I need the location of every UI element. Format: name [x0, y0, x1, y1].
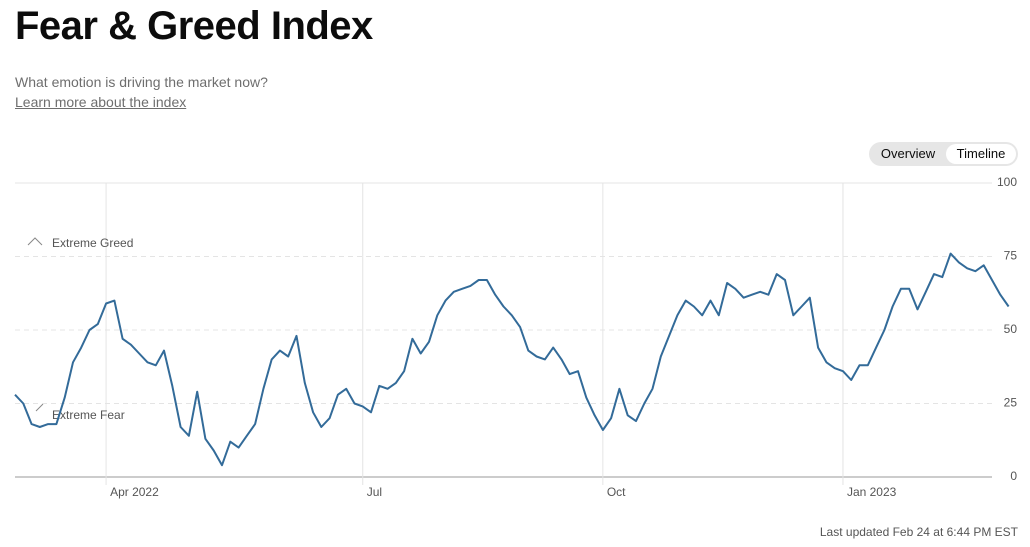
- subtitle: What emotion is driving the market now?: [15, 74, 268, 90]
- view-tabs: Overview Timeline: [869, 142, 1018, 166]
- fear-icon: [35, 403, 44, 412]
- chart: 0 25 50 75 100 Apr 2022 Jul Oct Jan 2023 Extreme …: [14, 175, 1018, 499]
- y-tick-label: 50: [1004, 322, 1018, 336]
- x-tick-label: Oct: [607, 485, 626, 499]
- y-tick-label: 25: [1004, 396, 1018, 410]
- index-line: [14, 252, 1010, 467]
- learn-more-link[interactable]: Learn more about the index: [15, 94, 187, 110]
- annotation: Extreme Greed: [52, 236, 133, 250]
- annotation: Extreme Fear: [52, 408, 125, 422]
- y-tick-label: 100: [997, 175, 1017, 189]
- x-tick-label: Jan 2023: [847, 485, 897, 499]
- y-tick-label: 75: [1004, 249, 1018, 263]
- greed-icon: [27, 237, 43, 246]
- last-updated: Last updated Feb 24 at 6:44 PM EST: [819, 525, 1018, 539]
- y-tick-label: 0: [1010, 469, 1017, 483]
- timeline-tab[interactable]: Timeline: [946, 144, 1016, 164]
- x-tick-label: Jul: [367, 485, 382, 499]
- overview-tab[interactable]: Overview: [880, 146, 936, 161]
- x-tick-label: Apr 2022: [110, 485, 159, 499]
- page-title: Fear & Greed Index: [15, 4, 373, 48]
